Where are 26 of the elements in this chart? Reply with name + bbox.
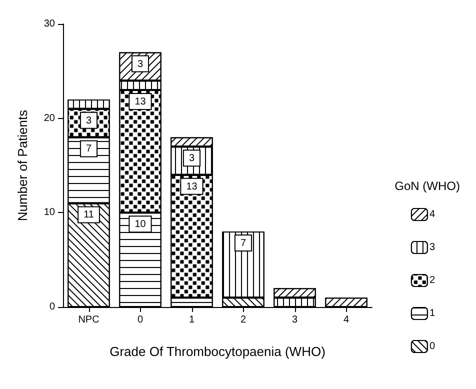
y-tick-label: 10: [44, 207, 56, 218]
x-tick-label: 2: [240, 314, 246, 326]
legend-title: GoN (WHO): [394, 179, 460, 193]
y-tick-label: 20: [44, 112, 56, 124]
data-label: 11: [84, 210, 94, 221]
data-label: 3: [188, 153, 195, 164]
data-label: 7: [240, 238, 246, 250]
legend-label: 2: [429, 275, 436, 286]
y-tick-label: 0: [49, 302, 56, 312]
y-axis-title: Number of Patients: [15, 109, 30, 222]
x-axis-title: Grade Of Thrombocytopaenia (WHO): [110, 344, 326, 359]
legend-label: 3: [429, 242, 436, 253]
x-tick-label: NPC: [78, 314, 100, 326]
x-tick-label: 4: [343, 314, 350, 326]
legend-label: 4: [429, 209, 436, 220]
data-label: 3: [137, 58, 144, 70]
legend-label: 0: [429, 341, 436, 352]
data-label: 13: [186, 181, 198, 192]
x-tick-label: 3: [292, 314, 298, 326]
data-label: 7: [86, 144, 92, 155]
y-tick-label: 30: [44, 18, 56, 30]
data-label: 10: [134, 219, 146, 230]
x-tick-label: 0: [137, 314, 144, 326]
x-tick-label: 1: [188, 314, 195, 326]
data-label: 3: [86, 115, 92, 126]
data-label: 13: [134, 96, 146, 108]
